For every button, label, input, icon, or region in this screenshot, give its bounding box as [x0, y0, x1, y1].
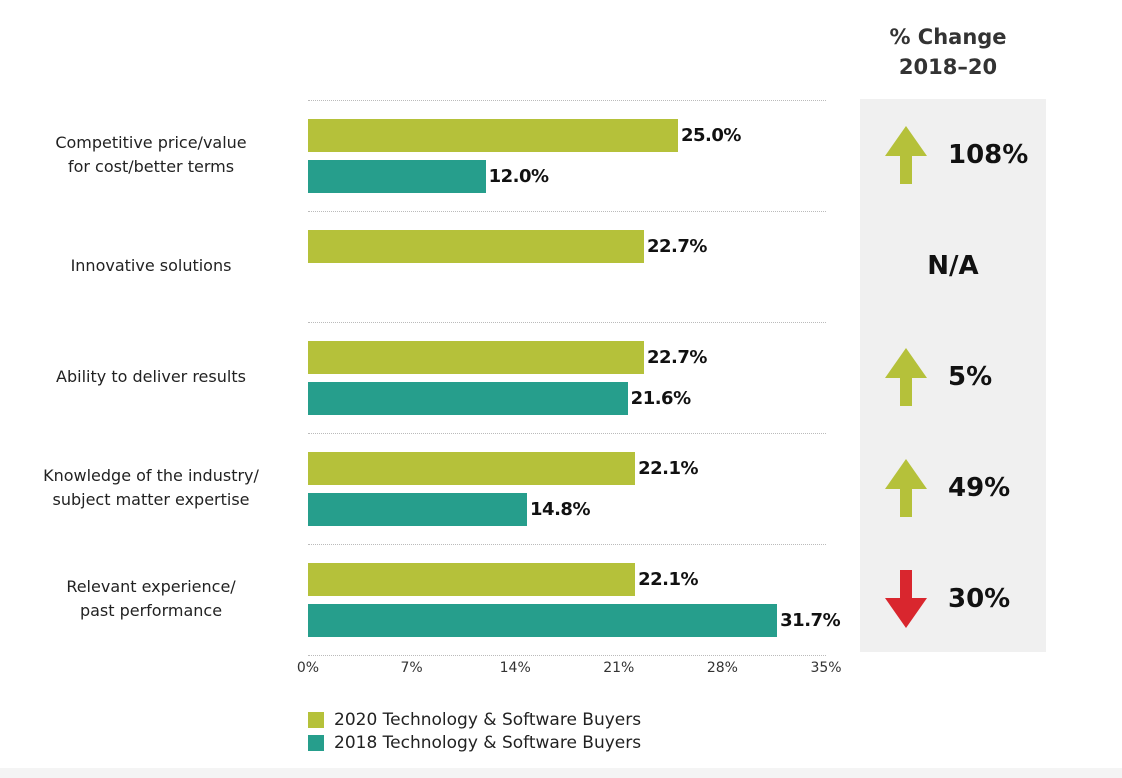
- x-tick-label: 28%: [706, 660, 738, 676]
- legend-item-2018: 2018 Technology & Software Buyers: [308, 733, 641, 753]
- gridline: [308, 211, 826, 212]
- x-tick-label: 14%: [499, 660, 531, 676]
- bar-2018: [308, 604, 778, 637]
- data-label: 22.7%: [646, 347, 707, 368]
- legend-swatch-2020: [308, 712, 324, 728]
- change-value: 108%: [948, 140, 1029, 170]
- bar-2020: [308, 119, 678, 152]
- legend-item-2020: 2020 Technology & Software Buyers: [308, 710, 641, 730]
- bar-2018: [308, 493, 528, 526]
- arrow-up-icon: [885, 126, 927, 184]
- bar-2020: [308, 563, 636, 596]
- legend-label: 2020 Technology & Software Buyers: [334, 710, 642, 730]
- x-tick-label: 21%: [603, 660, 635, 676]
- category-label: Innovative solutions: [70, 256, 232, 275]
- bar-2020: [308, 341, 644, 374]
- data-label: 14.8%: [530, 499, 590, 520]
- x-tick-label: 35%: [810, 660, 842, 676]
- change-header: % Change 2018–20: [889, 25, 1007, 79]
- gridline: [308, 322, 826, 323]
- category-label: Relevant experience/ past performance: [66, 577, 236, 620]
- x-tick-label: 7%: [400, 660, 423, 676]
- arrow-up-icon: [885, 459, 927, 517]
- data-label: 31.7%: [780, 610, 841, 631]
- legend-label: 2018 Technology & Software Buyers: [334, 733, 642, 753]
- bar-2020: [308, 230, 644, 263]
- x-tick-label: 0%: [296, 660, 320, 676]
- gridline: [308, 544, 826, 545]
- change-value: 5%: [948, 362, 993, 392]
- data-label: 22.1%: [638, 458, 699, 479]
- change-value: 30%: [948, 584, 1011, 614]
- bar-2018: [308, 382, 628, 415]
- data-label: 22.1%: [638, 569, 699, 590]
- gridline: [308, 655, 826, 656]
- gridline: [308, 100, 826, 101]
- bar-2018: [308, 160, 486, 193]
- category-label: Competitive price/value for cost/better …: [55, 133, 247, 176]
- gridline: [308, 433, 826, 434]
- category-label: Ability to deliver results: [56, 367, 246, 386]
- category-label: Knowledge of the industry/ subject matte…: [43, 466, 259, 509]
- arrow-down-icon: [885, 570, 927, 628]
- data-label: 12.0%: [488, 166, 549, 187]
- data-label: 25.0%: [681, 125, 741, 146]
- legend-swatch-2018: [308, 735, 324, 751]
- data-label: 22.7%: [646, 236, 707, 257]
- change-value: N/A: [927, 251, 979, 281]
- data-label: 21.6%: [630, 388, 691, 409]
- arrow-up-icon: [885, 348, 927, 406]
- footer-strip: [0, 768, 1122, 778]
- change-value: 49%: [948, 473, 1011, 503]
- bar-2020: [308, 452, 636, 485]
